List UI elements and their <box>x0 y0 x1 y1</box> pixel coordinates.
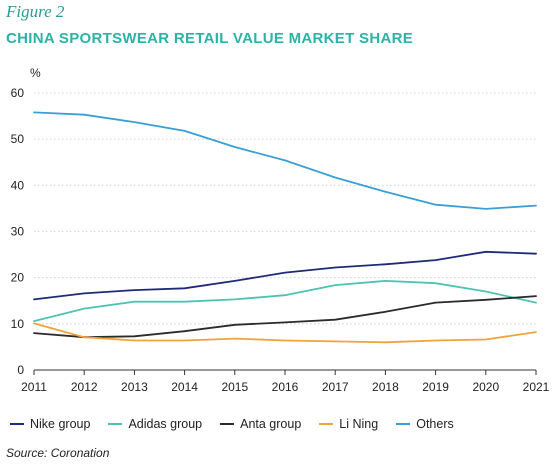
series-line-li-ning <box>33 322 537 344</box>
x-tick-label: 2014 <box>171 380 198 394</box>
series-line-nike-group <box>33 250 537 301</box>
legend: Nike group Adidas group Anta group Li Ni… <box>10 417 472 431</box>
y-tick-label: 10 <box>11 317 25 331</box>
legend-label-nike: Nike group <box>30 417 91 431</box>
legend-item-nike: Nike group <box>10 417 90 431</box>
legend-swatch-anta <box>220 423 235 425</box>
y-tick-label: 50 <box>11 132 25 146</box>
y-tick-label: 60 <box>11 86 25 100</box>
x-tick-label: 2012 <box>71 380 98 394</box>
x-tick-label: 2013 <box>121 380 148 394</box>
x-tick-label: 2018 <box>372 380 399 394</box>
y-axis-unit: % <box>30 66 41 80</box>
y-tick-label: 30 <box>11 225 25 239</box>
legend-swatch-adidas <box>108 423 123 425</box>
series-line-adidas-group <box>33 279 537 323</box>
x-tick-label: 2017 <box>322 380 349 394</box>
x-tick-label: 2020 <box>472 380 499 394</box>
x-tick-label: 2015 <box>221 380 248 394</box>
legend-item-anta: Anta group <box>220 417 301 431</box>
x-tick-label: 2011 <box>21 380 47 394</box>
legend-label-anta: Anta group <box>240 417 302 431</box>
axes: % 0 10 20 30 40 50 60 2011 2012 2013 2014 2015 2016 20… <box>11 66 550 394</box>
x-tick-label: 2019 <box>422 380 449 394</box>
chart-title: CHINA SPORTSWEAR RETAIL VALUE MARKET SHA… <box>6 30 414 47</box>
legend-label-lining: Li Ning <box>339 417 379 431</box>
legend-item-others: Others <box>396 417 454 431</box>
source-note: Source: Coronation <box>6 446 110 460</box>
figure-label: Figure 2 <box>6 2 65 21</box>
series-line-anta-group <box>33 295 537 339</box>
legend-swatch-nike <box>10 423 24 425</box>
x-tick-label: 2021 <box>523 380 550 394</box>
line-chart: % 0 10 20 30 40 50 60 2011 2012 2013 2014 2015 2016 20… <box>11 66 550 394</box>
legend-swatch-others <box>396 423 411 425</box>
series-line-others <box>33 111 537 210</box>
grid-lines <box>34 92 536 325</box>
y-tick-label: 0 <box>17 363 24 377</box>
series-lines <box>33 111 537 344</box>
y-tick-label: 40 <box>11 178 25 192</box>
x-tick-label: 2016 <box>272 380 299 394</box>
legend-swatch-lining <box>319 423 334 425</box>
legend-label-others: Others <box>416 417 454 431</box>
legend-label-adidas: Adidas group <box>128 417 203 431</box>
legend-item-adidas: Adidas group <box>108 417 202 431</box>
y-tick-label: 20 <box>11 271 25 285</box>
legend-item-lining: Li Ning <box>319 417 378 431</box>
